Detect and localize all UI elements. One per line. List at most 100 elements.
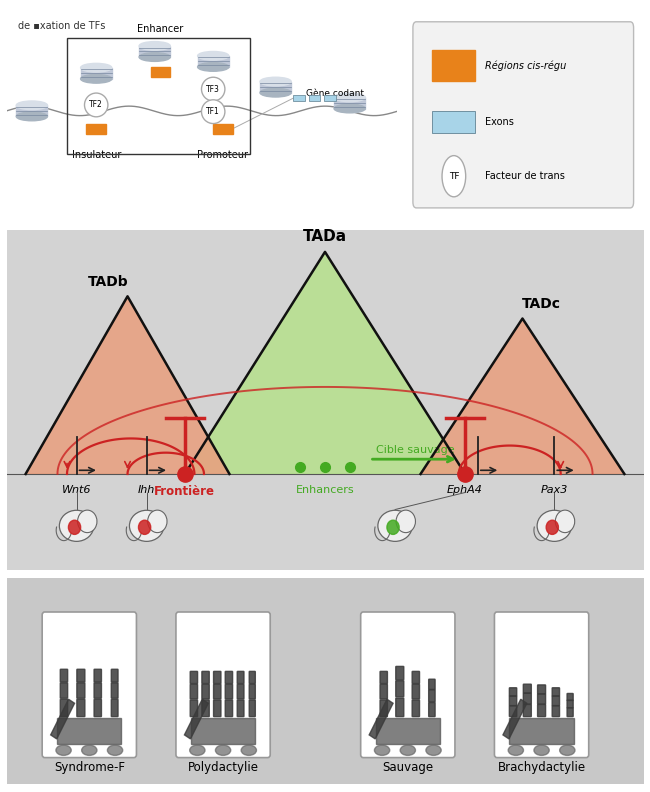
Text: TF: TF [448,172,459,181]
Circle shape [138,520,151,535]
Text: EphA4: EphA4 [447,485,483,495]
Polygon shape [369,699,393,739]
FancyBboxPatch shape [523,693,531,704]
FancyBboxPatch shape [111,699,118,717]
Ellipse shape [400,745,415,756]
FancyBboxPatch shape [202,672,209,683]
Polygon shape [503,699,527,739]
FancyBboxPatch shape [225,700,233,717]
Circle shape [84,93,108,116]
Circle shape [202,100,225,124]
Circle shape [202,77,225,101]
Text: Frontière: Frontière [154,485,215,498]
Text: Brachydactylie: Brachydactylie [497,760,586,774]
Text: TADc: TADc [522,297,561,311]
FancyBboxPatch shape [552,687,560,696]
Polygon shape [81,67,112,79]
FancyBboxPatch shape [77,699,85,717]
FancyBboxPatch shape [361,612,455,758]
FancyBboxPatch shape [202,700,209,717]
FancyBboxPatch shape [428,703,435,717]
FancyBboxPatch shape [523,704,531,717]
Text: Pax3: Pax3 [541,485,568,495]
FancyBboxPatch shape [60,699,68,717]
Text: TADa: TADa [303,230,347,245]
Text: TF3: TF3 [206,85,220,93]
FancyBboxPatch shape [111,669,118,682]
Text: Ihh: Ihh [138,485,155,495]
FancyBboxPatch shape [380,700,387,717]
Text: Sauvage: Sauvage [382,760,434,774]
Circle shape [555,510,575,533]
Bar [432,49,476,82]
Bar [57,718,122,744]
Bar [293,95,305,101]
Text: Facteur de trans: Facteur de trans [484,171,564,181]
Ellipse shape [198,63,229,71]
FancyBboxPatch shape [94,683,101,699]
FancyBboxPatch shape [190,684,198,699]
FancyBboxPatch shape [225,672,233,683]
Ellipse shape [334,104,365,112]
Ellipse shape [560,745,575,756]
FancyBboxPatch shape [190,700,198,717]
Text: Promoteur: Promoteur [198,150,248,161]
Ellipse shape [107,745,123,756]
Ellipse shape [139,53,170,62]
FancyBboxPatch shape [523,684,531,693]
Ellipse shape [16,112,47,120]
Ellipse shape [374,745,390,756]
FancyBboxPatch shape [202,684,209,699]
Ellipse shape [81,74,112,83]
Ellipse shape [534,745,549,756]
FancyBboxPatch shape [538,704,545,717]
Ellipse shape [139,41,170,51]
Text: Régions cis-régu: Régions cis-régu [484,60,566,70]
Bar [191,718,255,744]
Circle shape [442,155,465,196]
FancyBboxPatch shape [60,683,68,699]
FancyBboxPatch shape [237,700,244,717]
Bar [86,124,106,134]
Bar [213,124,233,134]
FancyBboxPatch shape [225,684,233,699]
FancyBboxPatch shape [237,684,244,699]
Polygon shape [260,82,291,93]
FancyBboxPatch shape [538,685,545,694]
Ellipse shape [215,745,231,756]
Polygon shape [198,55,229,67]
FancyBboxPatch shape [77,683,85,699]
Bar [324,95,336,101]
Ellipse shape [241,745,257,756]
Bar [67,37,250,154]
Polygon shape [25,296,229,474]
FancyBboxPatch shape [249,684,255,699]
Polygon shape [334,97,365,109]
FancyBboxPatch shape [510,706,517,717]
Bar [309,95,320,101]
Ellipse shape [81,63,112,72]
FancyBboxPatch shape [510,687,517,696]
FancyBboxPatch shape [428,690,435,702]
Ellipse shape [16,101,47,109]
Circle shape [68,520,81,535]
FancyBboxPatch shape [111,683,118,699]
Text: Polydactylie: Polydactylie [188,760,259,774]
FancyBboxPatch shape [60,669,68,682]
FancyBboxPatch shape [510,696,517,706]
Ellipse shape [82,745,97,756]
Text: Insulateur: Insulateur [72,150,121,161]
Ellipse shape [59,510,94,542]
Bar [432,111,476,132]
Polygon shape [421,318,625,474]
FancyBboxPatch shape [396,698,404,717]
Polygon shape [16,105,47,116]
FancyBboxPatch shape [237,672,244,683]
Text: Syndrome-F: Syndrome-F [54,760,125,774]
Text: Cible sauvage: Cible sauvage [376,445,454,455]
FancyBboxPatch shape [214,672,221,683]
Text: Exons: Exons [484,116,514,127]
Ellipse shape [260,77,291,86]
Ellipse shape [537,510,571,542]
FancyBboxPatch shape [412,700,419,717]
